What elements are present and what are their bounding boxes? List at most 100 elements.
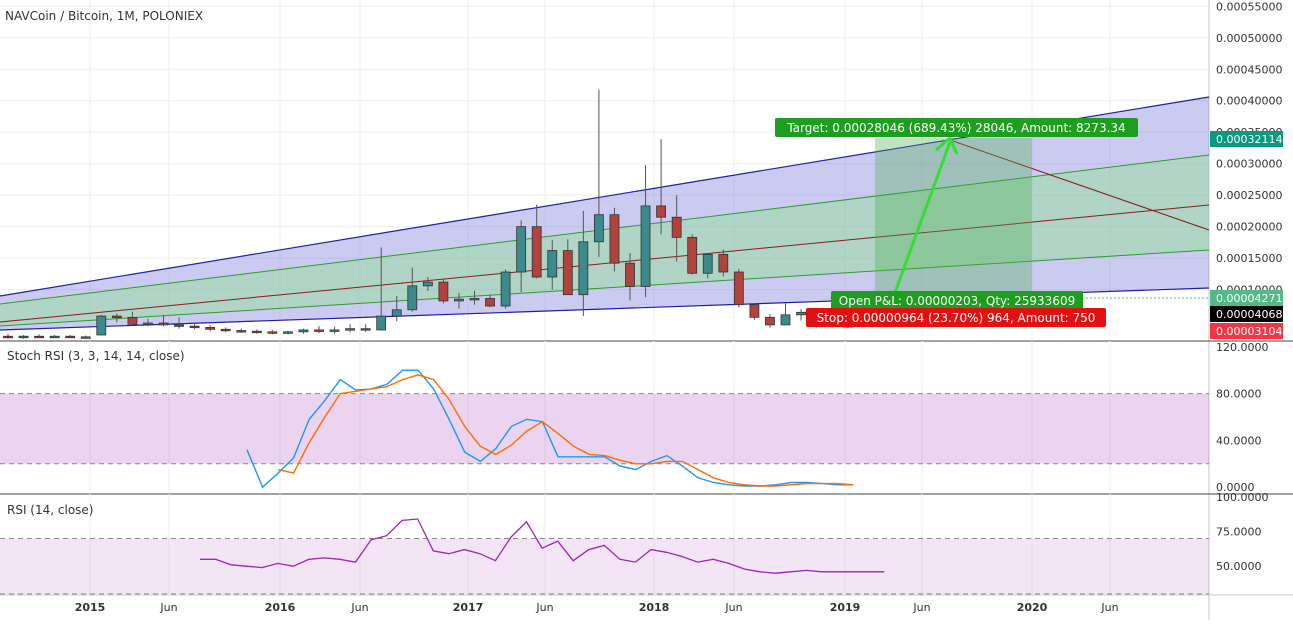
target-zone <box>875 138 1032 298</box>
candle-body <box>438 281 449 302</box>
candle-body <box>718 253 729 273</box>
candle <box>49 334 60 339</box>
candle-body <box>578 241 589 296</box>
candle <box>267 329 278 335</box>
time-tick-label: Jun <box>724 601 742 614</box>
time-tick-label: Jun <box>159 601 177 614</box>
open-pl-label-bg <box>831 291 1083 310</box>
stoch-tick-label: 0.0000 <box>1216 481 1255 494</box>
candle-body <box>733 271 744 306</box>
target-arrow-line <box>891 141 952 299</box>
candle-body <box>282 331 293 334</box>
candle-body <box>531 226 542 278</box>
candle <box>111 313 122 323</box>
candle <box>780 303 791 326</box>
stoch-tick-label: 80.0000 <box>1216 388 1262 401</box>
time-tick-label: 2018 <box>639 601 670 614</box>
candle-body <box>671 216 682 238</box>
price-tag-bg <box>1210 306 1283 322</box>
candle <box>376 247 387 331</box>
candle <box>96 314 107 336</box>
candle <box>314 326 324 334</box>
candle-body <box>34 335 44 339</box>
candle <box>236 328 247 334</box>
price-tick-label: 0.00045000 <box>1216 63 1282 76</box>
candle-body <box>345 328 356 331</box>
candle-body <box>127 316 138 325</box>
candle-body <box>298 329 309 333</box>
stop-label: Stop: 0.00000964 (23.70%) 964, Amount: 7… <box>817 311 1096 325</box>
candle <box>158 314 169 327</box>
candle-body <box>625 262 635 287</box>
candle <box>189 323 200 330</box>
candle <box>765 314 775 328</box>
candle <box>640 164 651 298</box>
candle-body <box>96 315 107 336</box>
candle <box>438 278 449 304</box>
candle <box>671 195 682 262</box>
candle-body <box>656 205 666 218</box>
candle <box>220 327 231 333</box>
stoch-band <box>0 393 1209 464</box>
stoch-series-d <box>277 374 854 487</box>
time-tick-label: Jun <box>350 601 368 614</box>
candle-body <box>314 329 324 332</box>
candle-body <box>80 336 91 339</box>
candle <box>578 210 589 317</box>
candle-body <box>329 329 340 332</box>
stop-label-bg <box>806 308 1106 327</box>
target-arrow-head <box>935 135 959 155</box>
stoch-tick-label: 40.0000 <box>1216 434 1262 447</box>
candle <box>174 317 184 329</box>
candle-body <box>158 322 169 326</box>
candle-body <box>236 330 247 333</box>
candle-body <box>562 250 573 296</box>
candle <box>407 267 418 312</box>
candle-body <box>422 281 433 287</box>
candle-body <box>500 271 511 307</box>
candle <box>485 294 495 308</box>
candle <box>282 330 293 335</box>
rsi-tick-label: 75.0000 <box>1216 526 1262 539</box>
candle <box>80 335 91 339</box>
channel-blue-fill <box>0 97 1209 330</box>
candle-body <box>360 328 371 331</box>
candle-body <box>220 328 231 332</box>
candle <box>127 311 138 326</box>
stoch-tick-label: 120.0000 <box>1216 341 1269 354</box>
candle-body <box>143 322 153 325</box>
rsi-tick-label: 100.0000 <box>1216 491 1269 504</box>
price-tag-bg <box>1210 290 1283 306</box>
candle-body <box>640 205 651 287</box>
time-tick-label: 2020 <box>1017 601 1048 614</box>
channel-green-fill <box>0 155 1209 326</box>
candle <box>531 204 542 279</box>
candle <box>500 269 511 309</box>
price-tag: 0.00003104 <box>1216 325 1282 338</box>
candle <box>733 268 744 308</box>
candle-body <box>765 316 775 326</box>
price-tick-label: 0.00030000 <box>1216 158 1282 171</box>
pitchfork-handle-line <box>949 139 1210 231</box>
candle <box>625 253 635 301</box>
price-tag: 0.00032114 <box>1216 133 1282 146</box>
candle-body <box>469 298 480 301</box>
candle-body <box>251 330 262 334</box>
price-tag-bg <box>1210 323 1283 339</box>
candle-body <box>376 315 387 331</box>
channel-green-lower-line <box>0 249 1210 327</box>
candle <box>687 234 698 275</box>
candle-body <box>3 335 13 339</box>
price-tick-label: 0.00015000 <box>1216 252 1282 265</box>
candle <box>329 326 340 334</box>
candle <box>609 207 620 272</box>
candle-body <box>687 236 698 274</box>
target-label: Target: 0.00028046 (689.43%) 28046, Amou… <box>786 121 1125 135</box>
main-chart-title: NAVCoin / Bitcoin, 1M, POLONIEX <box>5 9 204 23</box>
candle <box>345 324 356 333</box>
open-pl-label: Open P&L: 0.00000203, Qty: 25933609 <box>839 294 1075 308</box>
candle <box>516 220 527 293</box>
candle-body <box>749 304 760 318</box>
